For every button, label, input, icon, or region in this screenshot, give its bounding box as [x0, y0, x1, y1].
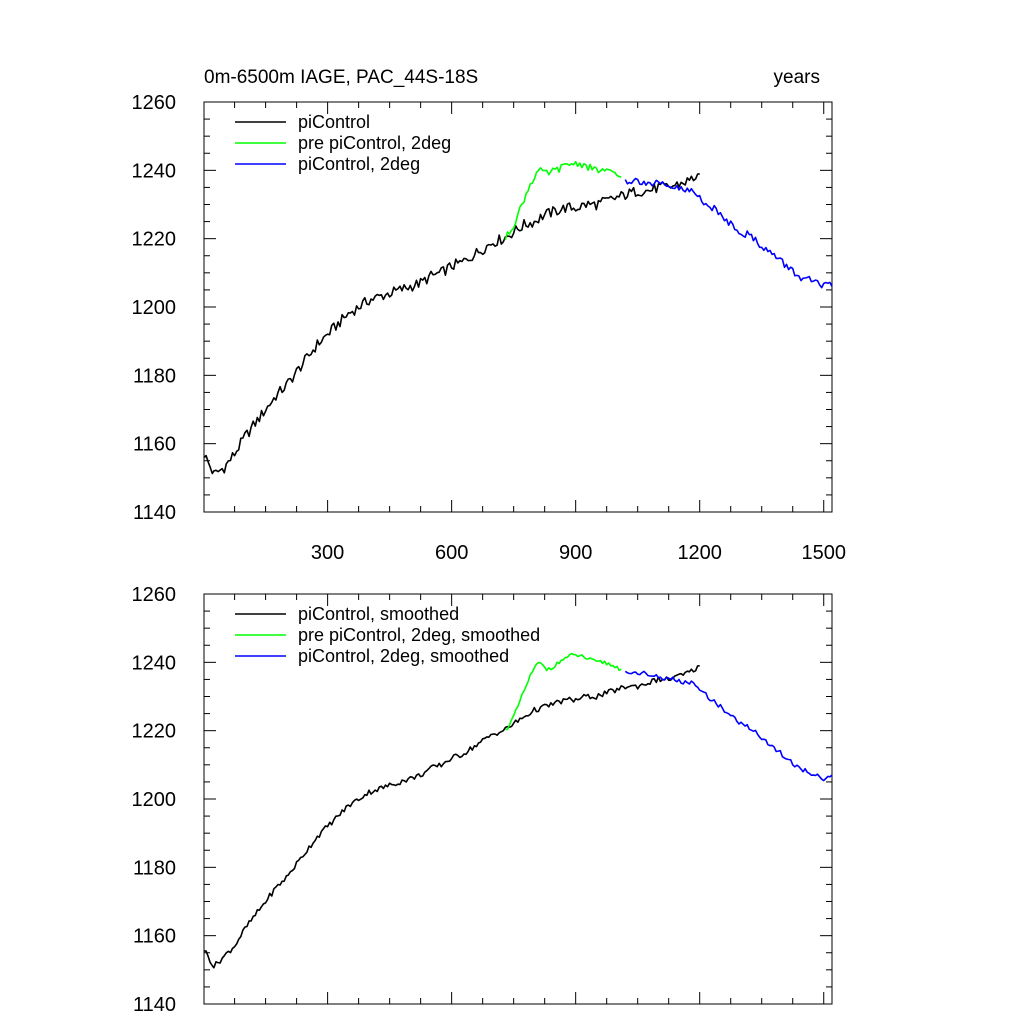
- legend-label: piControl: [298, 112, 370, 132]
- y-tick-label: 1200: [132, 789, 177, 811]
- series-line-2: [504, 160, 622, 241]
- y-tick-label: 1240: [132, 160, 177, 182]
- y-tick-label: 1240: [132, 652, 177, 674]
- x-tick-label: 900: [559, 542, 592, 564]
- x-tick-label: 300: [311, 542, 344, 564]
- x-tick-label: 1500: [801, 542, 846, 564]
- y-tick-label: 1260: [132, 92, 177, 114]
- legend-label: pre piControl, 2deg: [298, 133, 451, 153]
- series-line-3: [624, 670, 833, 782]
- y-tick-label: 1220: [132, 721, 177, 743]
- y-tick-label: 1220: [132, 229, 177, 251]
- series-line-1: [203, 665, 700, 969]
- y-tick-label: 1160: [133, 926, 176, 948]
- legend-label: piControl, 2deg, smoothed: [298, 646, 509, 666]
- bottom-panel: 1140 1160 1180 1200 1220 1240 1260 piControl, s…: [132, 584, 833, 1016]
- units-label: years: [774, 67, 820, 88]
- chart-title: 0m-6500m IAGE, PAC_44S-18S: [204, 67, 478, 88]
- x-tick-label: 600: [435, 542, 468, 564]
- y-tick-label: 1180: [133, 857, 176, 879]
- y-tick-label: 1200: [132, 297, 177, 319]
- legend-label: pre piControl, 2deg, smoothed: [298, 625, 540, 645]
- legend-label: piControl, 2deg: [298, 154, 420, 174]
- series-line-3: [624, 177, 833, 289]
- x-tick-label: 1200: [677, 542, 722, 564]
- y-tick-label: 1180: [133, 365, 176, 387]
- y-tick-label: 1140: [133, 502, 176, 524]
- top-panel: 1140 1160 1180 1200 1220 1240 1260 300 600 900 120…: [132, 92, 846, 564]
- y-tick-label: 1140: [133, 994, 176, 1016]
- legend-label: piControl, smoothed: [298, 604, 459, 624]
- y-tick-label: 1260: [132, 584, 177, 606]
- series-line-1: [203, 173, 700, 475]
- y-tick-label: 1160: [133, 434, 176, 456]
- series-line-2: [505, 652, 622, 731]
